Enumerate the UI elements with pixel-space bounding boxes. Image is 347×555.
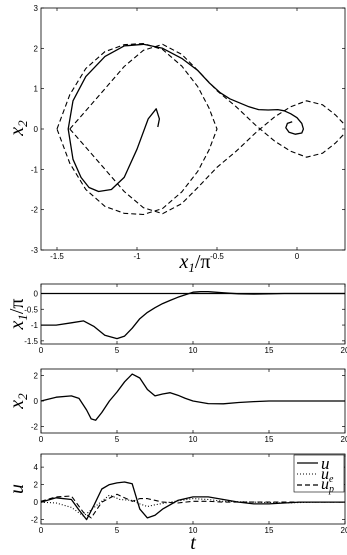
control-time-series-2-line	[40, 493, 345, 519]
phase-portrait-series-1-line	[56, 42, 218, 216]
x2-time-ylabel: x2	[6, 393, 30, 410]
x1-time-ytick-label: -0.5	[24, 305, 38, 314]
phase-portrait-ytick-label: 3	[34, 4, 39, 13]
control-time-xtick-label: 20	[341, 526, 347, 535]
x2-time-xtick-label: 10	[189, 435, 198, 444]
x2-time-series-0-line	[40, 373, 345, 421]
phase-portrait-ytick-label: 2	[34, 44, 39, 53]
phase-portrait-ytick-label: 0	[34, 125, 39, 134]
legend: u ue up	[293, 454, 345, 495]
phase-portrait-lines	[56, 42, 346, 216]
x2-time-ytick-label: 0	[34, 397, 39, 406]
x2-time-xtick-label: 5	[115, 435, 120, 444]
x2-time-ticks: 05101520-202	[31, 369, 347, 444]
control-time-xtick-label: 5	[115, 526, 120, 535]
control-time-xtick-label: 15	[265, 526, 274, 535]
x1-time-ytick-label: -1	[31, 321, 39, 330]
phase-portrait-ytick-label: 1	[34, 85, 39, 94]
legend-label-ue: ue	[321, 466, 334, 485]
x1-time-lines	[41, 290, 345, 340]
control-time-ytick-label: 2	[34, 481, 39, 490]
phase-portrait-xtick-label: -1	[133, 252, 141, 261]
phase-portrait-xlabel: x1/π	[178, 251, 210, 275]
phase-portrait-ytick-label: -2	[31, 206, 39, 215]
x2-time-panel: 05101520-202 x2	[6, 368, 347, 444]
x1-time-xtick-label: 10	[189, 346, 198, 355]
control-time-ytick-label: 0	[34, 498, 39, 507]
x1-time-ytick-label: -1.5	[24, 337, 38, 346]
x2-time-ytick-label: -2	[31, 423, 39, 432]
x1-time-ylabel: x1/π	[6, 298, 30, 330]
x2-time-xtick-label: 0	[39, 435, 44, 444]
legend-label-u: u	[321, 454, 330, 473]
x2-time-xtick-label: 15	[265, 435, 274, 444]
x1-time-ticks: 0 5 10 15 20 -1.5 -1 -0.5 0	[24, 284, 347, 355]
phase-portrait-ytick-label: -1	[31, 165, 39, 174]
legend-box	[293, 454, 345, 493]
phase-portrait-series-2-line	[69, 43, 346, 158]
phase-portrait-xtick-label: -0.5	[210, 252, 224, 261]
x2-time-ytick-label: 2	[34, 371, 39, 380]
x1-time-panel: 0 5 10 15 20 -1.5 -1 -0.5 0 x1/π	[6, 283, 347, 355]
control-time-xtick-label: 10	[189, 526, 198, 535]
phase-portrait-ytick-label: -3	[31, 246, 39, 255]
phase-portrait-xtick-label: 0	[295, 252, 300, 261]
phase-portrait-series-3-line	[69, 100, 346, 215]
x2-time-lines	[40, 373, 345, 421]
phase-portrait-panel: -1.5 -1 -0.5 0 -3 -2 -1 0 1 2 3 x1/π x2	[6, 4, 346, 275]
x1-time-xtick-label: 5	[115, 346, 120, 355]
x1-time-xtick-label: 15	[265, 346, 274, 355]
legend-label-up: up	[321, 476, 334, 495]
control-time-xlabel: t	[190, 532, 196, 554]
x1-time-ytick-label: 0	[34, 289, 39, 298]
control-time-ytick-label: 4	[34, 463, 39, 472]
control-time-xtick-label: 0	[39, 526, 44, 535]
control-time-lines	[40, 481, 345, 521]
x1-time-xtick-label: 0	[39, 346, 44, 355]
control-time-ytick-label: -2	[31, 516, 39, 525]
phase-portrait-xtick-label: -1.5	[50, 252, 64, 261]
phase-portrait-ticks: -1.5 -1 -0.5 0 -3 -2 -1 0 1 2 3	[31, 4, 345, 261]
control-time-ylabel: u	[6, 484, 28, 494]
phase-portrait-ylabel: x2	[6, 120, 30, 137]
x1-time-xtick-label: 20	[341, 346, 347, 355]
x2-time-xtick-label: 20	[341, 435, 347, 444]
